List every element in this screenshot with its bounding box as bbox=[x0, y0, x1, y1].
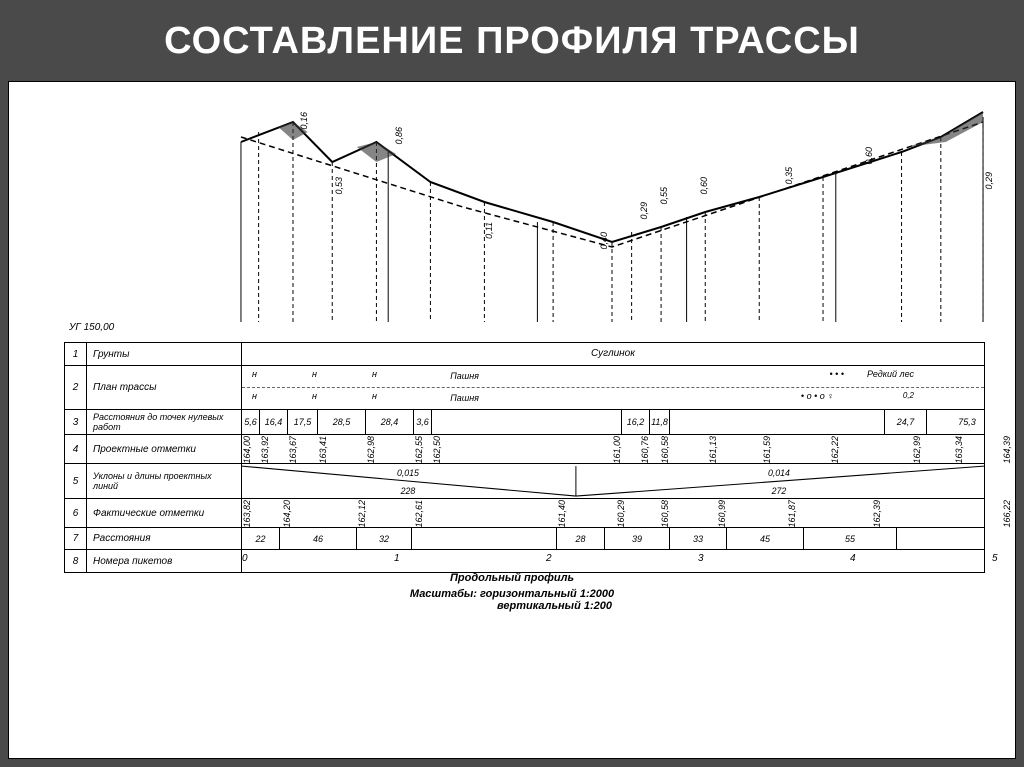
uc-label: УГ 150,00 bbox=[69, 322, 114, 333]
profile-chart: 0,160,530,860,110,400,290,550,600,350,60… bbox=[239, 92, 985, 322]
row-soils: 1 Грунты Суглинок bbox=[65, 343, 984, 366]
svg-text:228: 228 bbox=[400, 486, 416, 496]
row-actual-marks: 6 Фактические отметки 163,82164,20162,12… bbox=[65, 499, 984, 528]
scale-h: Масштабы: горизонтальный 1:2000 bbox=[9, 588, 1015, 600]
diagram-container: УГ 150,00 bbox=[8, 81, 1016, 759]
row-zero-dist: 3 Расстояния до точек нулевых работ 5,61… bbox=[65, 410, 984, 435]
row-slopes: 5 Уклоны и длины проектных линий 0,015 2… bbox=[65, 464, 984, 499]
row-pikets: 8 Номера пикетов 012345 bbox=[65, 550, 984, 572]
scale-v: вертикальный 1:200 bbox=[9, 600, 1015, 612]
svg-text:0,014: 0,014 bbox=[768, 467, 790, 477]
caption-block: Продольный профиль Масштабы: горизонталь… bbox=[9, 572, 1015, 612]
row-distances: 7 Расстояния 2246322839334555 bbox=[65, 528, 984, 550]
row-plan: 2 План трассы н н н Пашня • • • Редкий л… bbox=[65, 366, 984, 410]
svg-text:0,015: 0,015 bbox=[397, 467, 420, 477]
row-design-marks: 4 Проектные отметки 164,00163,92163,6716… bbox=[65, 435, 984, 464]
svg-text:272: 272 bbox=[771, 486, 787, 496]
page-title: СОСТАВЛЕНИЕ ПРОФИЛЯ ТРАССЫ bbox=[8, 8, 1016, 81]
data-table: 1 Грунты Суглинок 2 План трассы н н н Па… bbox=[64, 342, 985, 573]
caption: Продольный профиль bbox=[9, 572, 1015, 584]
